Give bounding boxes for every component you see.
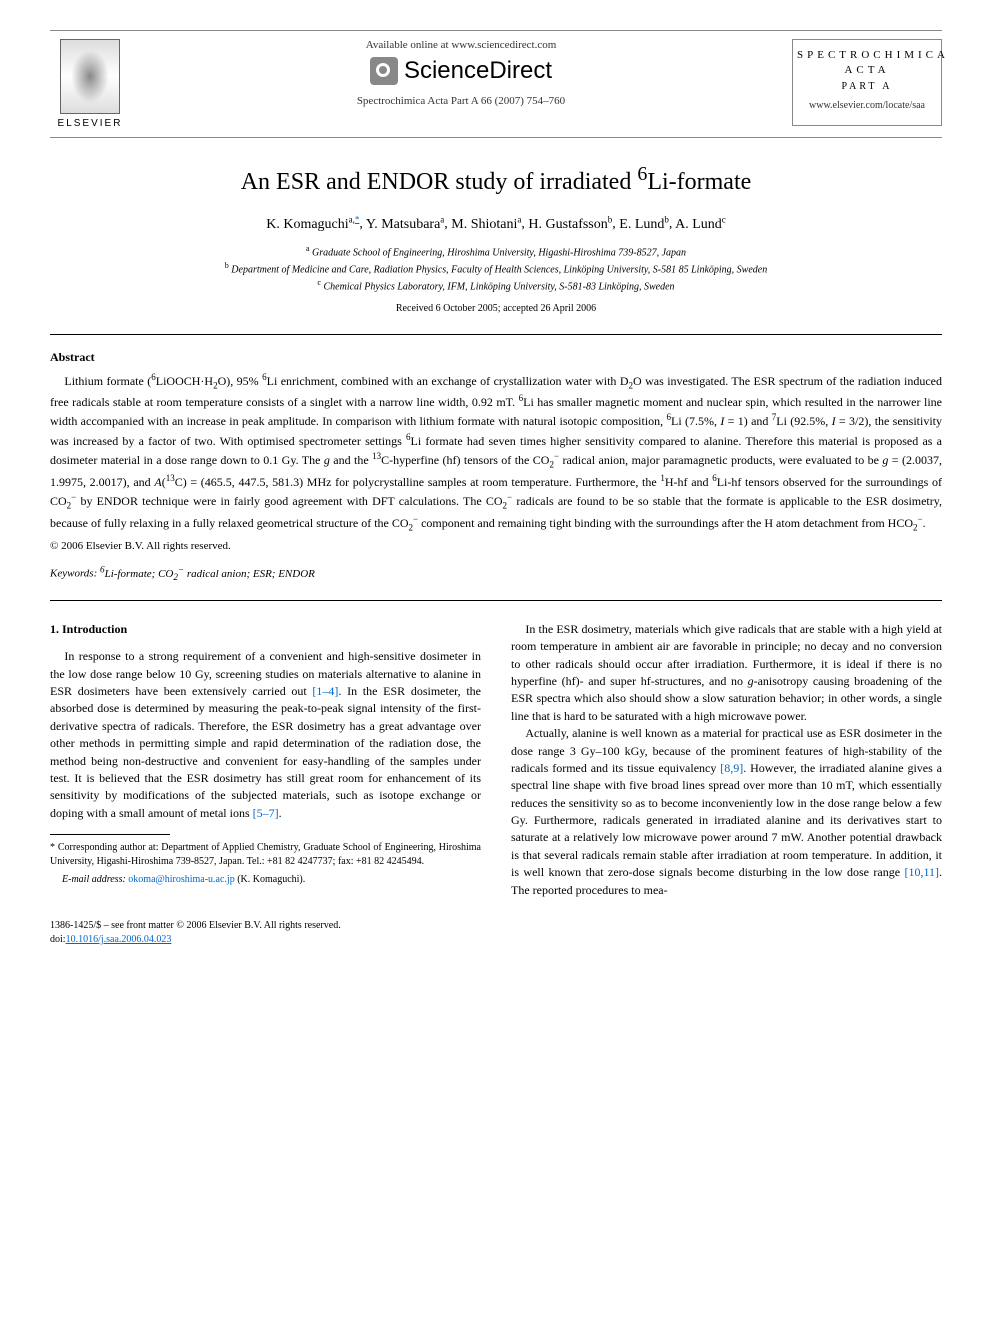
title-sup: 6	[637, 163, 647, 185]
title-post: Li-formate	[647, 169, 751, 195]
availability-text: Available online at www.sciencedirect.co…	[130, 39, 792, 51]
affiliation-b: b Department of Medicine and Care, Radia…	[50, 260, 942, 277]
sciencedirect-text: ScienceDirect	[404, 57, 552, 85]
corresponding-star[interactable]: *	[355, 214, 360, 224]
article-dates: Received 6 October 2005; accepted 26 Apr…	[50, 303, 942, 314]
article-title: An ESR and ENDOR study of irradiated 6Li…	[50, 163, 942, 196]
column-left: 1. Introduction In response to a strong …	[50, 621, 481, 899]
intro-para-3: Actually, alanine is well known as a mat…	[511, 725, 942, 899]
footnote-divider	[50, 834, 170, 835]
page-footer: 1386-1425/$ – see front matter © 2006 El…	[50, 919, 942, 947]
divider-bottom	[50, 600, 942, 601]
section-1-heading: 1. Introduction	[50, 621, 481, 638]
sciencedirect-icon	[370, 57, 398, 85]
keywords-label: Keywords:	[50, 568, 97, 580]
journal-reference: Spectrochimica Acta Part A 66 (2007) 754…	[130, 95, 792, 107]
journal-part: PART A	[797, 81, 937, 92]
author-1: Y. Matsubaraa	[366, 217, 444, 232]
journal-name-line1: SPECTROCHIMICA	[797, 48, 937, 63]
elsevier-logo-box: ELSEVIER	[50, 39, 130, 129]
affiliations: a Graduate School of Engineering, Hirosh…	[50, 243, 942, 295]
author-5: A. Lundc	[675, 217, 726, 232]
email-person: (K. Komaguchi).	[237, 874, 305, 885]
intro-para-2: In the ESR dosimetry, materials which gi…	[511, 621, 942, 725]
email-link[interactable]: okoma@hiroshima-u.ac.jp	[128, 874, 234, 885]
page-header: ELSEVIER Available online at www.science…	[50, 30, 942, 138]
abstract-copyright: © 2006 Elsevier B.V. All rights reserved…	[50, 540, 942, 552]
abstract-heading: Abstract	[50, 350, 942, 365]
abstract-body: Lithium formate (6LiOOCH·H2O), 95% 6Li e…	[50, 371, 942, 534]
author-4: E. Lundb	[619, 217, 669, 232]
sciencedirect-logo: ScienceDirect	[130, 57, 792, 85]
elsevier-label: ELSEVIER	[50, 118, 130, 129]
authors-list: K. Komaguchia,*, Y. Matsubaraa, M. Shiot…	[50, 214, 942, 233]
corresponding-footnote: * Corresponding author at: Department of…	[50, 841, 481, 869]
author-3: H. Gustafssonb	[528, 217, 612, 232]
email-label: E-mail address:	[62, 874, 126, 885]
journal-cover-box: SPECTROCHIMICA ACTA PART A www.elsevier.…	[792, 39, 942, 126]
keywords: Keywords: 6Li-formate; CO2− radical anio…	[50, 564, 942, 582]
journal-url: www.elsevier.com/locate/saa	[797, 100, 937, 111]
divider-top	[50, 334, 942, 335]
center-header: Available online at www.sciencedirect.co…	[130, 39, 792, 107]
email-footnote: E-mail address: okoma@hiroshima-u.ac.jp …	[50, 873, 481, 888]
author-2: M. Shiotania	[451, 217, 521, 232]
elsevier-tree-icon	[60, 39, 120, 114]
intro-para-1: In response to a strong requirement of a…	[50, 648, 481, 822]
footer-copyright: 1386-1425/$ – see front matter © 2006 El…	[50, 919, 942, 933]
body-columns: 1. Introduction In response to a strong …	[50, 621, 942, 899]
column-right: In the ESR dosimetry, materials which gi…	[511, 621, 942, 899]
footer-doi: doi:10.1016/j.saa.2006.04.023	[50, 933, 942, 947]
affiliation-c: c Chemical Physics Laboratory, IFM, Link…	[50, 277, 942, 294]
doi-link[interactable]: 10.1016/j.saa.2006.04.023	[66, 934, 172, 945]
affiliation-a: a Graduate School of Engineering, Hirosh…	[50, 243, 942, 260]
journal-name-line2: ACTA	[797, 63, 937, 78]
author-0: K. Komaguchia,*	[266, 217, 359, 232]
keywords-text: 6Li-formate; CO2− radical anion; ESR; EN…	[100, 568, 315, 580]
title-pre: An ESR and ENDOR study of irradiated	[241, 169, 638, 195]
